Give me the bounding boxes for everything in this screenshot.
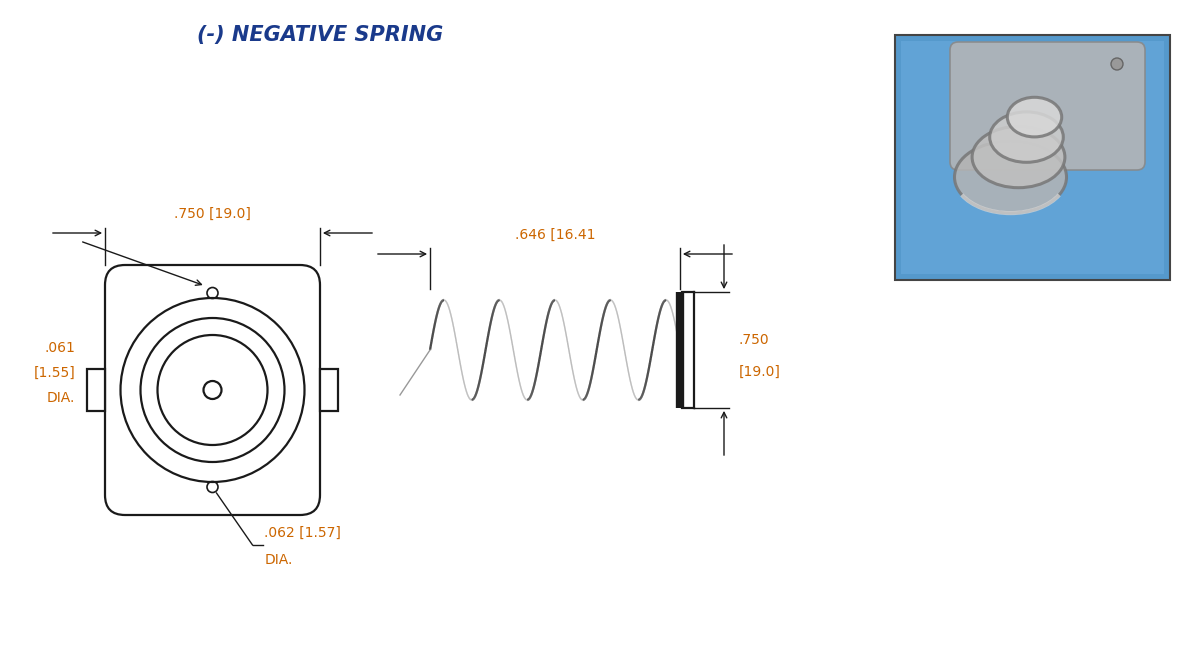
Circle shape [1111,58,1123,70]
Text: [19.0]: [19.0] [739,365,781,379]
Text: .750 [19.0]: .750 [19.0] [174,207,251,221]
Bar [895,35,1170,280]
Ellipse shape [990,112,1063,162]
Ellipse shape [1007,97,1062,137]
Text: .061: .061 [44,341,76,355]
Text: (-) NEGATIVE SPRING: (-) NEGATIVE SPRING [197,25,443,45]
Ellipse shape [972,127,1064,188]
Bar [901,41,1164,274]
Text: DIA.: DIA. [47,391,76,405]
Text: .646 [16.41: .646 [16.41 [515,228,595,242]
FancyBboxPatch shape [950,42,1145,170]
Text: .750: .750 [739,333,769,347]
Bar [88,369,106,411]
Bar [320,369,338,411]
Text: DIA.: DIA. [264,553,293,567]
Ellipse shape [954,141,1067,213]
Text: .062 [1.57]: .062 [1.57] [264,526,341,540]
Text: [1.55]: [1.55] [34,366,76,380]
